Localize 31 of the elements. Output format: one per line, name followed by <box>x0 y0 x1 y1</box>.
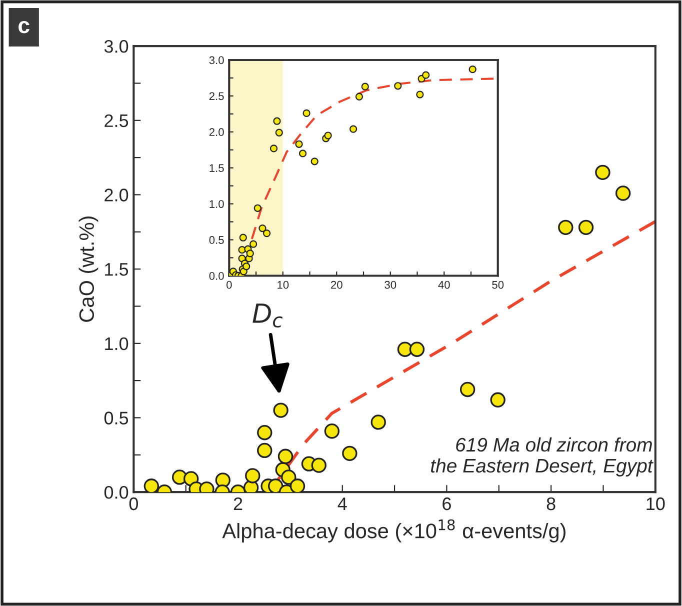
x-tick-label: 0 <box>226 280 232 289</box>
x-tick-label: 30 <box>384 280 396 289</box>
x-tick-label: 2 <box>234 497 242 510</box>
y-tick-label: 1.0 <box>210 200 224 208</box>
y-tick-label: 3.0 <box>104 40 128 53</box>
x-tick-label: 6 <box>442 497 451 510</box>
x-tick-label: 8 <box>546 497 556 510</box>
y-tick-label: 0.5 <box>104 412 128 424</box>
annotation: D$_{c}$ <box>252 304 283 328</box>
y-tick-label: 2.5 <box>104 114 128 128</box>
y-tick-label: 3.0 <box>209 56 224 64</box>
x-axis-title: Alpha-decay dose (×10$^{18}$ α-events/g) <box>222 519 566 542</box>
y-tick-label: 2.5 <box>209 92 224 100</box>
y-tick-label: 1.5 <box>105 263 128 276</box>
y-tick-label: 0.5 <box>209 236 224 244</box>
y-tick-label: 0.0 <box>104 486 128 499</box>
y-tick-label: 1.5 <box>210 164 224 172</box>
text: c <box>18 21 30 34</box>
y-tick-label: 0.0 <box>209 272 224 280</box>
x-tick-label: 40 <box>438 280 450 289</box>
y-tick-label: 1.0 <box>105 337 128 350</box>
x-tick-label: 0 <box>129 497 138 510</box>
y-axis-title: CaO (wt.%) <box>78 216 98 322</box>
x-tick-label: 4 <box>338 498 347 510</box>
x-tick-label: 20 <box>331 280 342 289</box>
x-tick-label: 10 <box>278 280 289 289</box>
y-tick-label: 2.0 <box>104 188 128 202</box>
y-tick-label: 2.0 <box>209 128 224 136</box>
x-tick-label: 10 <box>646 497 665 510</box>
x-tick-label: 50 <box>492 280 504 289</box>
annotation: 619 Ma old zircon from the Eastern Desert, Egypt <box>431 437 654 476</box>
